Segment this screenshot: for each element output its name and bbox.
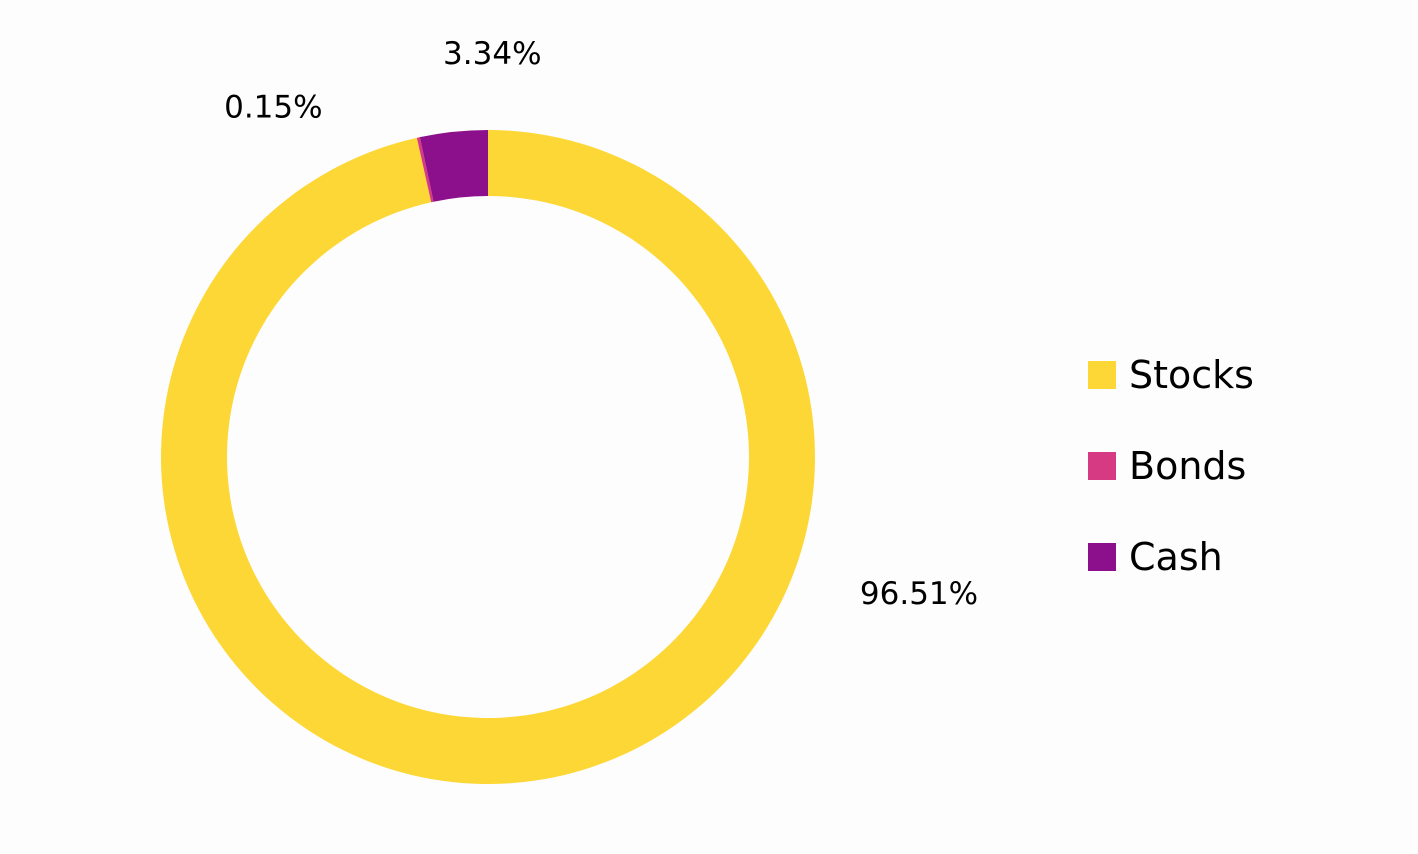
legend-label-bonds: Bonds: [1129, 444, 1247, 488]
slice-bonds: [416, 137, 434, 203]
legend-item-stocks: Stocks: [1088, 345, 1254, 405]
legend-label-cash: Cash: [1129, 535, 1223, 579]
legend: Stocks Bonds Cash: [1088, 345, 1254, 618]
legend-swatch-bonds: [1088, 452, 1116, 480]
data-label-cash: 3.34%: [443, 36, 541, 72]
data-label-stocks: 96.51%: [860, 576, 978, 612]
donut-slices: [160, 130, 816, 784]
legend-swatch-cash: [1088, 543, 1116, 571]
slice-stocks: [160, 130, 816, 784]
legend-item-bonds: Bonds: [1088, 436, 1254, 496]
legend-swatch-stocks: [1088, 361, 1116, 389]
legend-item-cash: Cash: [1088, 527, 1254, 587]
data-label-bonds: 0.15%: [224, 89, 322, 125]
slice-cash: [419, 130, 488, 202]
data-labels: 96.51% 0.15% 3.34%: [224, 36, 978, 612]
legend-label-stocks: Stocks: [1129, 353, 1254, 397]
